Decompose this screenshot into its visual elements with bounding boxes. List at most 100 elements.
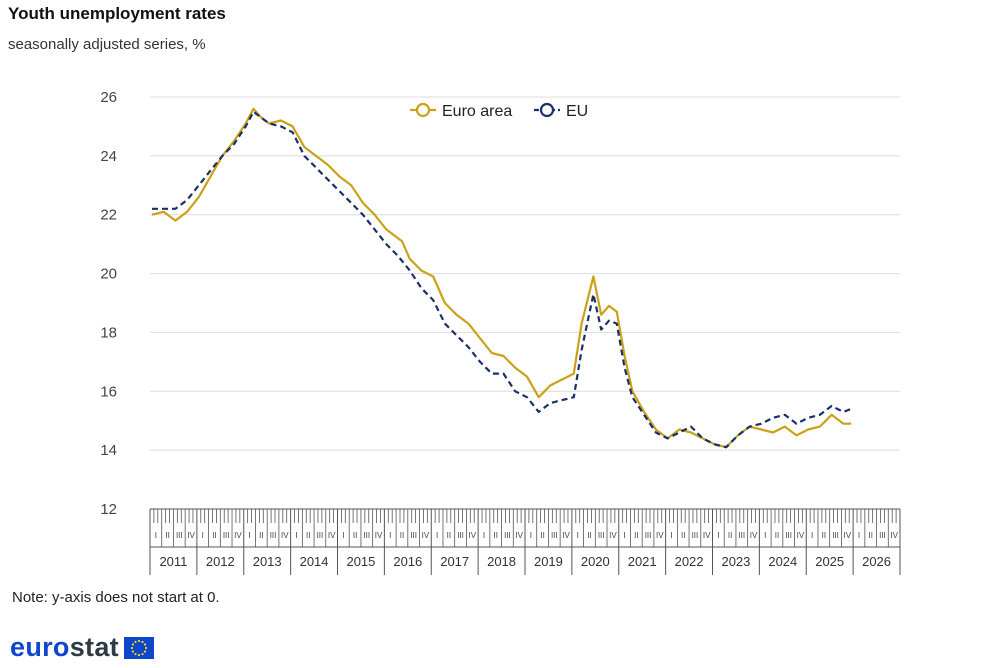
quarter-label: IV <box>281 531 289 540</box>
quarter-label: IV <box>703 531 711 540</box>
flag-star <box>144 646 148 649</box>
chart-title: Youth unemployment rates <box>8 4 226 23</box>
logo-wordmark-euro: euro <box>10 632 70 662</box>
quarter-label: III <box>645 531 652 540</box>
quarter-label: II <box>165 531 169 540</box>
quarter-label: III <box>504 531 511 540</box>
quarter-label: II <box>775 531 779 540</box>
quarter-label: III <box>410 531 417 540</box>
flag-star <box>137 639 141 642</box>
y-tick-label: 12 <box>100 501 117 518</box>
quarter-label: IV <box>609 531 617 540</box>
y-tick-label: 16 <box>100 383 117 400</box>
flag-star <box>134 652 137 655</box>
y-axis: 12 14 16 18 20 22 24 26 <box>100 89 117 518</box>
quarter-label: III <box>692 531 699 540</box>
series-lines <box>151 107 852 449</box>
quarter-label: IV <box>843 531 851 540</box>
quarter-label: II <box>493 531 497 540</box>
chart-note: Note: y-axis does not start at 0. <box>12 589 220 606</box>
y-tick-label: 24 <box>100 148 117 165</box>
legend: Euro area EU <box>410 102 588 120</box>
series-line-eu <box>152 110 852 449</box>
quarter-label: I <box>811 531 813 540</box>
quarter-label: II <box>212 531 216 540</box>
quarter-label: I <box>202 531 204 540</box>
x-tick-label: 2023 <box>721 554 750 569</box>
y-tick-label: 18 <box>100 324 117 341</box>
quarter-label: II <box>400 531 404 540</box>
quarter-label: IV <box>750 531 758 540</box>
quarter-label: III <box>317 531 324 540</box>
flag-star <box>131 649 134 653</box>
quarter-label: IV <box>797 531 805 540</box>
flag-star <box>143 642 147 646</box>
x-tick-label: 2020 <box>581 554 610 569</box>
quarter-label: III <box>785 531 792 540</box>
quarter-label: IV <box>187 531 195 540</box>
quarter-label: IV <box>328 531 336 540</box>
eurostat-logo: eurostat <box>10 632 154 663</box>
quarter-label: I <box>295 531 297 540</box>
x-tick-label: 2011 <box>159 554 187 569</box>
x-tick-label: 2014 <box>300 554 329 569</box>
quarter-label: II <box>587 531 591 540</box>
x-tick-label: 2026 <box>862 554 891 569</box>
quarter-label: I <box>483 531 485 540</box>
y-tick-label: 20 <box>100 266 117 283</box>
flag-star <box>137 653 141 656</box>
quarter-label: III <box>176 531 183 540</box>
quarter-label: II <box>540 531 544 540</box>
logo-wordmark-stat: stat <box>69 632 119 662</box>
quarter-label: I <box>155 531 157 540</box>
quarter-label: I <box>436 531 438 540</box>
x-tick-label: 2016 <box>393 554 422 569</box>
quarter-label: IV <box>234 531 242 540</box>
x-tick-label: 2012 <box>206 554 235 569</box>
quarter-label: III <box>457 531 464 540</box>
quarter-label: II <box>306 531 310 540</box>
quarter-label: I <box>670 531 672 540</box>
x-tick-label: 2019 <box>534 554 563 569</box>
legend-swatch-marker <box>539 102 555 118</box>
x-tick-label: 2015 <box>346 554 375 569</box>
quarter-label: II <box>634 531 638 540</box>
quarter-label: I <box>248 531 250 540</box>
flag-star <box>143 649 147 653</box>
quarter-label: IV <box>375 531 383 540</box>
quarter-label: III <box>879 531 886 540</box>
quarter-label: II <box>681 531 685 540</box>
quarter-label: IV <box>515 531 523 540</box>
x-tick-label: 2017 <box>440 554 469 569</box>
quarter-label: III <box>832 531 839 540</box>
quarter-label: I <box>858 531 860 540</box>
x-tick-label: 2022 <box>675 554 704 569</box>
quarter-label: I <box>389 531 391 540</box>
x-tick-label: 2018 <box>487 554 516 569</box>
eu-flag-icon <box>123 636 154 659</box>
y-tick-label: 14 <box>100 442 117 459</box>
gridlines <box>150 96 900 451</box>
quarter-label: II <box>822 531 826 540</box>
quarter-label: II <box>259 531 263 540</box>
quarter-label: IV <box>562 531 570 540</box>
quarter-label: I <box>623 531 625 540</box>
quarter-label: III <box>270 531 277 540</box>
flag-star <box>130 646 134 649</box>
flag-star <box>141 652 144 655</box>
quarter-label: II <box>353 531 357 540</box>
quarter-label: II <box>868 531 872 540</box>
quarter-label: IV <box>656 531 664 540</box>
flag-star <box>134 640 137 643</box>
quarter-label: III <box>551 531 558 540</box>
y-tick-label: 22 <box>100 207 117 224</box>
legend-label: Euro area <box>442 103 512 120</box>
quarter-label: III <box>363 531 370 540</box>
legend-swatch-marker <box>415 102 431 118</box>
chart-subtitle: seasonally adjusted series, % <box>8 36 206 53</box>
quarter-label: II <box>728 531 732 540</box>
quarter-label: I <box>717 531 719 540</box>
quarter-label: IV <box>890 531 898 540</box>
quarter-label: III <box>598 531 605 540</box>
